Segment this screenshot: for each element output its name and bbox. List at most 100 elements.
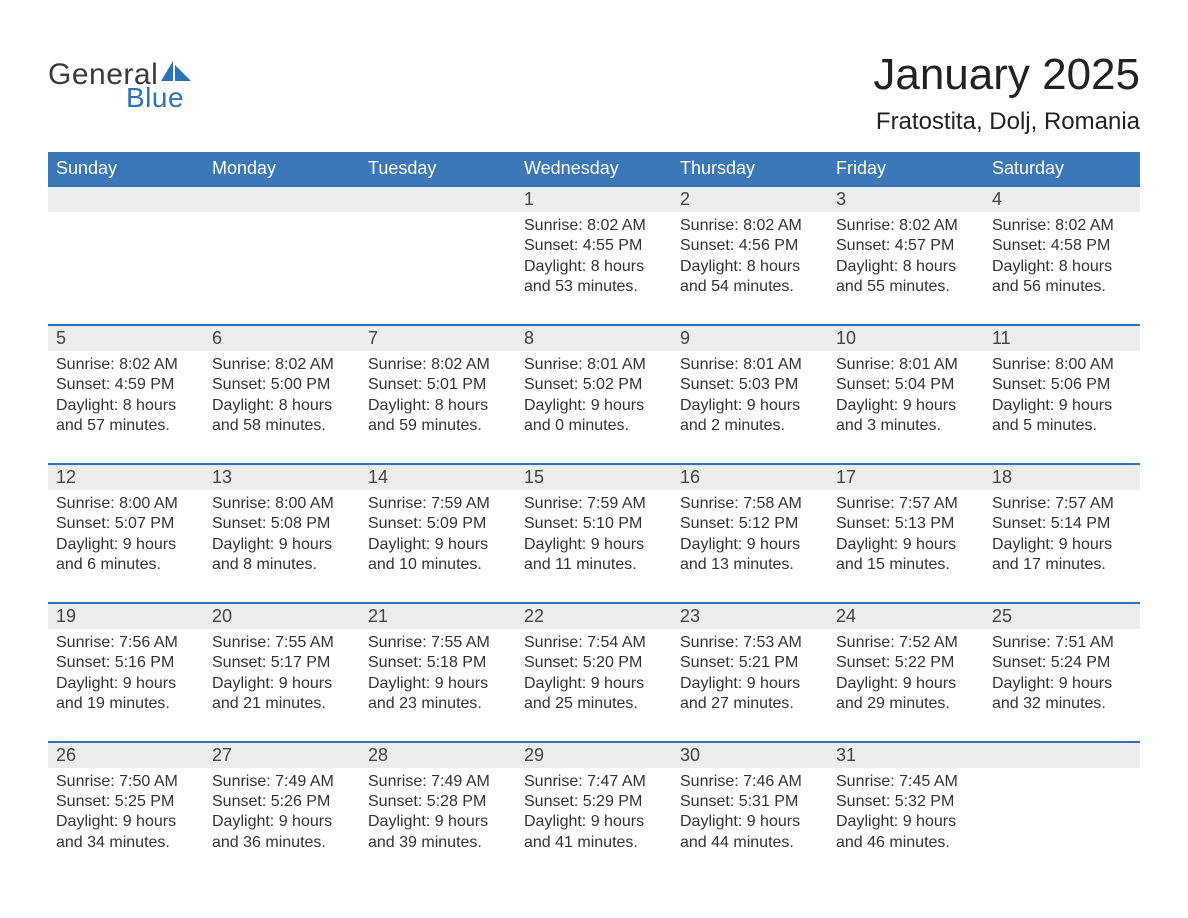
day-info-line: Daylight: 9 hours xyxy=(212,674,352,694)
weekday-header: Saturday xyxy=(984,152,1140,185)
day-number: 28 xyxy=(360,743,516,768)
page-header: General Blue January 2025 Fratostita, Do… xyxy=(48,40,1140,142)
weekday-header: Friday xyxy=(828,152,984,185)
day-cell: Sunrise: 8:01 AMSunset: 5:02 PMDaylight:… xyxy=(516,351,672,441)
day-number: 30 xyxy=(672,743,828,768)
day-info-line: Sunrise: 8:02 AM xyxy=(680,216,820,236)
day-info-line: and 36 minutes. xyxy=(212,833,352,853)
day-info-line: Daylight: 8 hours xyxy=(836,257,976,277)
weekday-header-row: Sunday Monday Tuesday Wednesday Thursday… xyxy=(48,152,1140,185)
day-info-line: Daylight: 9 hours xyxy=(524,396,664,416)
day-info-line: Sunset: 5:29 PM xyxy=(524,792,664,812)
day-number: 5 xyxy=(48,326,204,351)
day-cell xyxy=(48,212,204,302)
day-info-line: Sunrise: 8:02 AM xyxy=(836,216,976,236)
day-info-line: Sunset: 5:22 PM xyxy=(836,653,976,673)
day-info-line: Sunset: 5:31 PM xyxy=(680,792,820,812)
day-info-line: Sunset: 4:57 PM xyxy=(836,236,976,256)
weekday-header: Monday xyxy=(204,152,360,185)
day-info-line: and 3 minutes. xyxy=(836,416,976,436)
day-info-line: Sunset: 5:18 PM xyxy=(368,653,508,673)
day-info-line: Sunrise: 7:49 AM xyxy=(368,772,508,792)
day-info-line: Daylight: 9 hours xyxy=(212,535,352,555)
day-info-line: and 44 minutes. xyxy=(680,833,820,853)
day-info-line: and 13 minutes. xyxy=(680,555,820,575)
day-cell: Sunrise: 8:02 AMSunset: 4:55 PMDaylight:… xyxy=(516,212,672,302)
day-number: 17 xyxy=(828,465,984,490)
day-info-line: Daylight: 8 hours xyxy=(56,396,196,416)
day-info-line: and 27 minutes. xyxy=(680,694,820,714)
day-info-line: Daylight: 9 hours xyxy=(368,812,508,832)
day-cell: Sunrise: 7:45 AMSunset: 5:32 PMDaylight:… xyxy=(828,768,984,858)
day-cell: Sunrise: 8:01 AMSunset: 5:03 PMDaylight:… xyxy=(672,351,828,441)
day-info-line: Sunrise: 7:45 AM xyxy=(836,772,976,792)
day-number: 3 xyxy=(828,187,984,212)
day-info-line: Sunrise: 8:01 AM xyxy=(836,355,976,375)
day-info-line: Sunset: 5:04 PM xyxy=(836,375,976,395)
day-info-line: Daylight: 8 hours xyxy=(368,396,508,416)
day-info-line: and 15 minutes. xyxy=(836,555,976,575)
day-info-line: Daylight: 9 hours xyxy=(524,674,664,694)
day-number: 22 xyxy=(516,604,672,629)
day-number xyxy=(204,187,360,212)
day-info-line: and 0 minutes. xyxy=(524,416,664,436)
calendar-week: 12131415161718Sunrise: 8:00 AMSunset: 5:… xyxy=(48,463,1140,580)
day-info-line: and 23 minutes. xyxy=(368,694,508,714)
day-cell: Sunrise: 7:58 AMSunset: 5:12 PMDaylight:… xyxy=(672,490,828,580)
day-info-line: Sunrise: 8:02 AM xyxy=(992,216,1132,236)
day-number: 24 xyxy=(828,604,984,629)
weekday-header: Wednesday xyxy=(516,152,672,185)
day-info-line: Sunrise: 7:51 AM xyxy=(992,633,1132,653)
day-info-line: and 58 minutes. xyxy=(212,416,352,436)
calendar-week: 1234Sunrise: 8:02 AMSunset: 4:55 PMDayli… xyxy=(48,185,1140,302)
day-info-line: Daylight: 9 hours xyxy=(524,812,664,832)
day-number: 15 xyxy=(516,465,672,490)
day-info-line: Sunset: 5:03 PM xyxy=(680,375,820,395)
day-number-row: 567891011 xyxy=(48,324,1140,351)
day-number-row: 19202122232425 xyxy=(48,602,1140,629)
day-info-line: and 32 minutes. xyxy=(992,694,1132,714)
day-cell: Sunrise: 8:00 AMSunset: 5:06 PMDaylight:… xyxy=(984,351,1140,441)
day-info-line: Sunrise: 7:55 AM xyxy=(212,633,352,653)
day-info-line: Sunrise: 8:02 AM xyxy=(524,216,664,236)
day-cell: Sunrise: 8:02 AMSunset: 5:00 PMDaylight:… xyxy=(204,351,360,441)
day-cell: Sunrise: 8:02 AMSunset: 4:59 PMDaylight:… xyxy=(48,351,204,441)
title-block: January 2025 Fratostita, Dolj, Romania xyxy=(873,40,1140,142)
day-number-row: 1234 xyxy=(48,185,1140,212)
logo-text-blue: Blue xyxy=(126,82,184,114)
day-info-line: and 6 minutes. xyxy=(56,555,196,575)
day-info-line: Sunset: 5:21 PM xyxy=(680,653,820,673)
day-info-line: Daylight: 9 hours xyxy=(56,812,196,832)
day-cell: Sunrise: 7:50 AMSunset: 5:25 PMDaylight:… xyxy=(48,768,204,858)
day-info-line: Sunrise: 7:55 AM xyxy=(368,633,508,653)
day-content-row: Sunrise: 7:56 AMSunset: 5:16 PMDaylight:… xyxy=(48,629,1140,719)
day-info-line: Daylight: 8 hours xyxy=(212,396,352,416)
day-cell: Sunrise: 7:55 AMSunset: 5:17 PMDaylight:… xyxy=(204,629,360,719)
calendar-week: 567891011Sunrise: 8:02 AMSunset: 4:59 PM… xyxy=(48,324,1140,441)
day-info-line: Sunset: 5:26 PM xyxy=(212,792,352,812)
day-info-line: Sunset: 4:58 PM xyxy=(992,236,1132,256)
day-info-line: and 54 minutes. xyxy=(680,277,820,297)
day-info-line: Sunrise: 7:59 AM xyxy=(368,494,508,514)
day-content-row: Sunrise: 8:02 AMSunset: 4:55 PMDaylight:… xyxy=(48,212,1140,302)
day-info-line: Daylight: 9 hours xyxy=(836,535,976,555)
day-info-line: Sunrise: 8:01 AM xyxy=(524,355,664,375)
day-info-line: Sunset: 5:32 PM xyxy=(836,792,976,812)
day-cell: Sunrise: 7:55 AMSunset: 5:18 PMDaylight:… xyxy=(360,629,516,719)
day-info-line: Daylight: 9 hours xyxy=(56,535,196,555)
day-info-line: Sunrise: 8:00 AM xyxy=(992,355,1132,375)
day-number: 14 xyxy=(360,465,516,490)
day-info-line: Daylight: 9 hours xyxy=(836,396,976,416)
day-info-line: Sunset: 4:56 PM xyxy=(680,236,820,256)
day-info-line: and 8 minutes. xyxy=(212,555,352,575)
day-info-line: Sunrise: 7:52 AM xyxy=(836,633,976,653)
day-info-line: and 39 minutes. xyxy=(368,833,508,853)
day-number-row: 262728293031 xyxy=(48,741,1140,768)
day-info-line: and 55 minutes. xyxy=(836,277,976,297)
day-info-line: Sunset: 5:20 PM xyxy=(524,653,664,673)
day-info-line: Sunrise: 8:02 AM xyxy=(56,355,196,375)
day-info-line: Sunset: 5:09 PM xyxy=(368,514,508,534)
day-info-line: Sunrise: 7:59 AM xyxy=(524,494,664,514)
day-info-line: Sunset: 5:17 PM xyxy=(212,653,352,673)
day-number xyxy=(360,187,516,212)
